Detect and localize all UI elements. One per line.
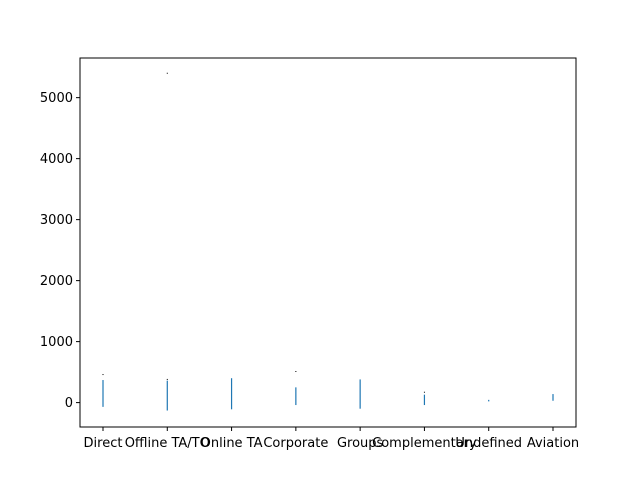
bar [295, 387, 297, 406]
x-tick-label: Groups [337, 436, 384, 451]
bar [488, 399, 490, 402]
y-tick-label: 2000 [40, 274, 73, 289]
x-tick-label: Complementary [372, 436, 477, 451]
outliers-layer [102, 72, 425, 393]
y-tick-label: 5000 [40, 91, 73, 106]
y-tick-label: 4000 [40, 152, 73, 167]
x-tick-label: Direct [84, 436, 123, 451]
outlier-point [295, 370, 297, 372]
x-tick-label: Offline TA/TO [125, 436, 210, 451]
plot-background [80, 58, 576, 427]
bar [359, 379, 361, 409]
bar [102, 380, 104, 407]
outlier-point [166, 72, 168, 74]
bars-layer [102, 378, 554, 411]
bar [423, 394, 426, 406]
x-tick-label: Undefined [455, 436, 522, 451]
x-tick-label: Aviation [527, 436, 579, 451]
y-tick-label: 3000 [40, 213, 73, 228]
plot-frame [79, 57, 577, 428]
x-tick-label: Online TA [201, 436, 263, 451]
bar [230, 378, 233, 410]
x-tick-label: Corporate [263, 436, 328, 451]
outlier-point [102, 374, 104, 376]
y-tick-label: 0 [65, 396, 73, 411]
outlier-point [423, 391, 425, 393]
y-tick-label: 1000 [40, 335, 73, 350]
bar [166, 380, 168, 411]
bar [552, 394, 554, 401]
y-axis: 0 1000 2000 3000 4000 5000 [40, 91, 80, 411]
outlier-point [166, 378, 168, 380]
